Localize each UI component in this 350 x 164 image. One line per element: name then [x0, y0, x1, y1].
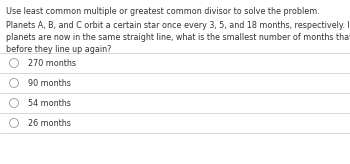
Text: Use least common multiple or greatest common divisor to solve the problem.: Use least common multiple or greatest co…: [6, 7, 320, 16]
Text: 54 months: 54 months: [28, 99, 71, 107]
Text: 26 months: 26 months: [28, 119, 71, 127]
Text: Planets A, B, and C orbit a certain star once every 3, 5, and 18 months, respect: Planets A, B, and C orbit a certain star…: [6, 21, 350, 54]
Text: 270 months: 270 months: [28, 59, 76, 68]
Text: 90 months: 90 months: [28, 79, 71, 88]
